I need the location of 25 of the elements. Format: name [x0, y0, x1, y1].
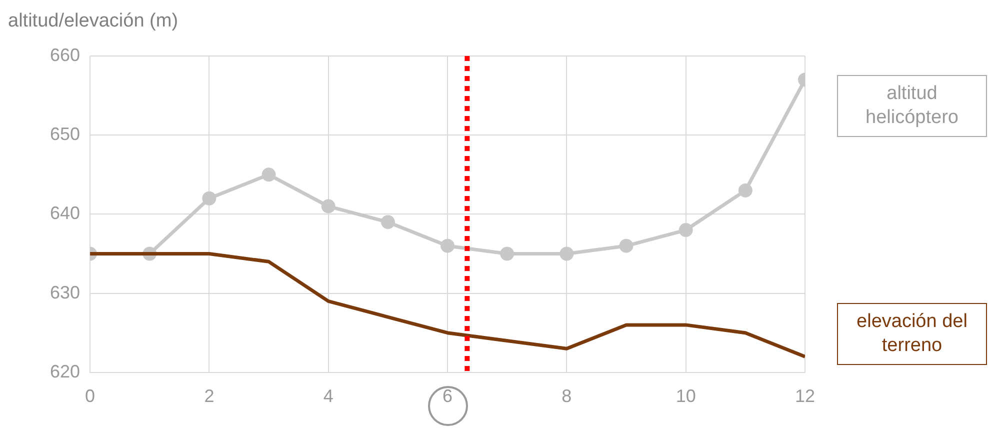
y-tick-label: 630 — [50, 282, 80, 302]
x-tick-label: 0 — [85, 386, 96, 406]
point — [560, 246, 574, 261]
point — [380, 215, 395, 230]
x-tick-label: 4 — [323, 386, 334, 406]
y-tick-label: 660 — [50, 44, 80, 65]
text: elevación del terreno — [837, 303, 987, 365]
y-axis-title: altitud/elevación (m) — [8, 10, 178, 32]
y-tick-label: 640 — [50, 203, 80, 224]
text: altitud helicóptero — [837, 75, 987, 136]
y-tick-label: 650 — [50, 124, 80, 144]
point — [678, 223, 693, 238]
x-tick-label: 2 — [204, 386, 214, 406]
point — [262, 168, 276, 182]
point — [440, 238, 455, 253]
y-tick-label: 620 — [50, 361, 80, 382]
x-tick-label: 10 — [676, 386, 696, 406]
x-tick-label: 12 — [794, 386, 816, 406]
point — [619, 238, 634, 253]
point — [738, 183, 752, 198]
point — [321, 199, 336, 214]
point — [500, 246, 514, 261]
x-tick-label: 6 — [442, 386, 453, 406]
point — [202, 191, 216, 206]
x-tick-label: 8 — [562, 386, 572, 406]
